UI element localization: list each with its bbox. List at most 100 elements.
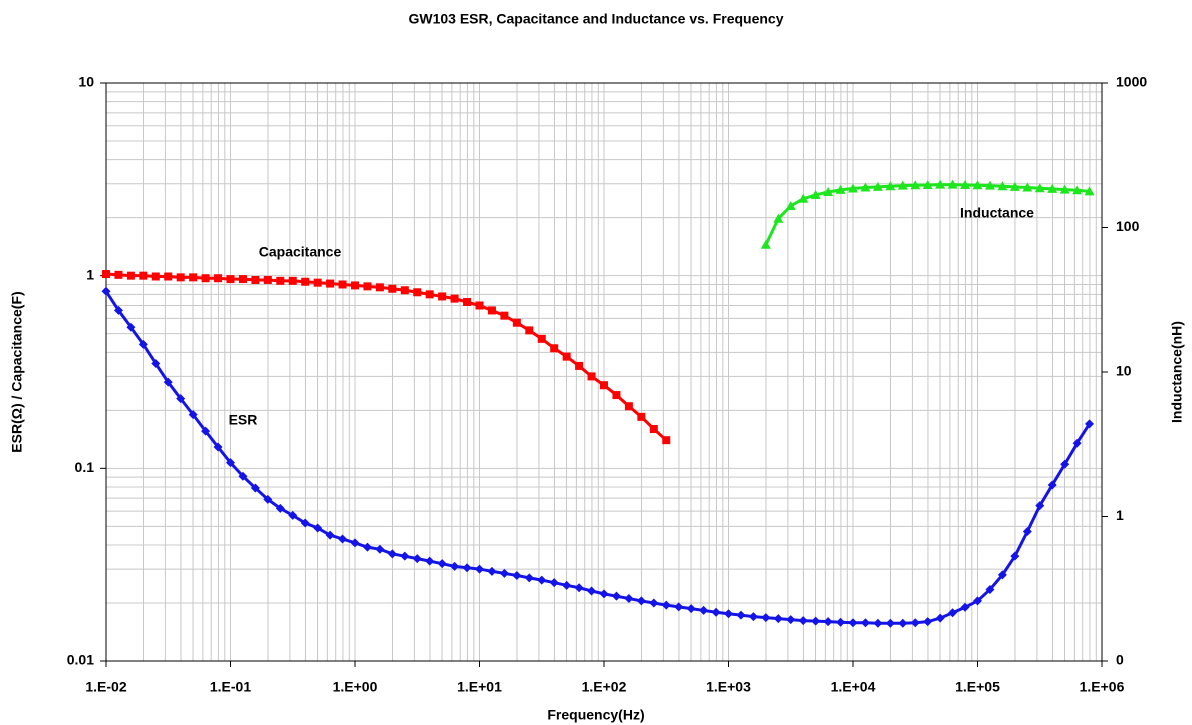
data-point (437, 559, 447, 569)
data-point (113, 305, 123, 315)
data-point (201, 274, 210, 283)
data-point (325, 530, 335, 540)
data-point (935, 179, 946, 189)
data-point (948, 608, 958, 618)
data-point (338, 280, 347, 289)
data-point (499, 568, 509, 578)
data-point (823, 187, 834, 197)
data-point (213, 442, 223, 452)
x-tick-label: 1.E-02 (85, 679, 126, 695)
data-point (923, 617, 933, 627)
data-point (362, 542, 372, 552)
data-point (463, 297, 472, 306)
data-point (214, 274, 223, 283)
data-point (674, 602, 684, 612)
plot-frame (105, 82, 1103, 662)
data-point (512, 318, 521, 327)
data-point (301, 277, 310, 286)
data-point (102, 270, 110, 279)
data-point (512, 570, 522, 580)
data-point (935, 613, 945, 623)
x-axis-title: Frequency(Hz) (547, 707, 644, 723)
data-point (326, 279, 335, 288)
data-point (836, 617, 846, 627)
data-point (910, 180, 921, 190)
data-point (151, 272, 160, 281)
data-point (973, 596, 982, 606)
data-point (425, 290, 434, 299)
data-point (637, 412, 646, 421)
data-point (126, 271, 135, 280)
data-point (313, 523, 323, 533)
data-point (151, 359, 161, 369)
data-point (1047, 480, 1057, 490)
data-point (811, 616, 821, 626)
data-point (251, 275, 260, 284)
data-point (250, 483, 260, 493)
data-point (624, 402, 633, 411)
data-point (587, 586, 597, 596)
data-point (860, 182, 871, 192)
data-point (798, 616, 808, 626)
data-point (575, 361, 584, 370)
y2-tick-label: 0 (1116, 652, 1124, 668)
data-point (450, 294, 459, 303)
data-point (736, 610, 746, 620)
data-point (922, 179, 933, 189)
data-point (649, 425, 658, 434)
data-point (550, 344, 559, 353)
data-point (997, 570, 1007, 580)
data-point (400, 551, 410, 561)
data-point (338, 534, 348, 544)
y-tick-label: 0.1 (75, 459, 95, 475)
data-point (662, 436, 671, 445)
data-point (163, 377, 173, 387)
data-point (475, 301, 484, 310)
y2-tick-label: 10 (1116, 363, 1132, 379)
series-line (104, 290, 1091, 625)
x-tick-label: 1.E+06 (1080, 679, 1125, 695)
data-point (189, 273, 198, 282)
y-tick-label: 1 (86, 266, 94, 282)
x-tick-label: 1.E+00 (333, 679, 378, 695)
data-point (363, 282, 372, 291)
data-point (275, 503, 285, 513)
data-point (773, 614, 783, 624)
data-point (114, 270, 123, 279)
data-point (375, 544, 385, 554)
data-point (960, 179, 971, 189)
data-point (997, 181, 1008, 191)
data-point (462, 563, 472, 573)
data-point (288, 276, 297, 285)
x-tick-label: 1.E+05 (955, 679, 1000, 695)
data-point (848, 183, 858, 193)
data-point (500, 311, 509, 320)
data-point (724, 609, 733, 619)
data-point (611, 591, 621, 601)
data-point (873, 618, 883, 628)
data-point (238, 471, 248, 481)
data-point (1022, 527, 1032, 537)
data-point (413, 288, 422, 297)
data-point (947, 179, 958, 189)
data-point (139, 271, 148, 280)
data-point (126, 322, 136, 332)
data-point (1047, 183, 1058, 193)
data-point (562, 352, 571, 361)
data-point (537, 575, 547, 585)
data-point (636, 596, 646, 606)
data-point (898, 618, 908, 628)
data-point (972, 180, 983, 190)
x-tick-label: 1.E+01 (457, 679, 502, 695)
data-point (872, 181, 883, 191)
data-point (587, 372, 596, 381)
data-point (1035, 501, 1045, 511)
data-point (1084, 186, 1095, 196)
data-point (375, 283, 384, 292)
data-point (574, 583, 584, 593)
data-point (400, 286, 409, 295)
data-point (238, 275, 247, 284)
data-point (188, 410, 198, 420)
data-point (835, 184, 846, 194)
data-point (984, 180, 995, 190)
